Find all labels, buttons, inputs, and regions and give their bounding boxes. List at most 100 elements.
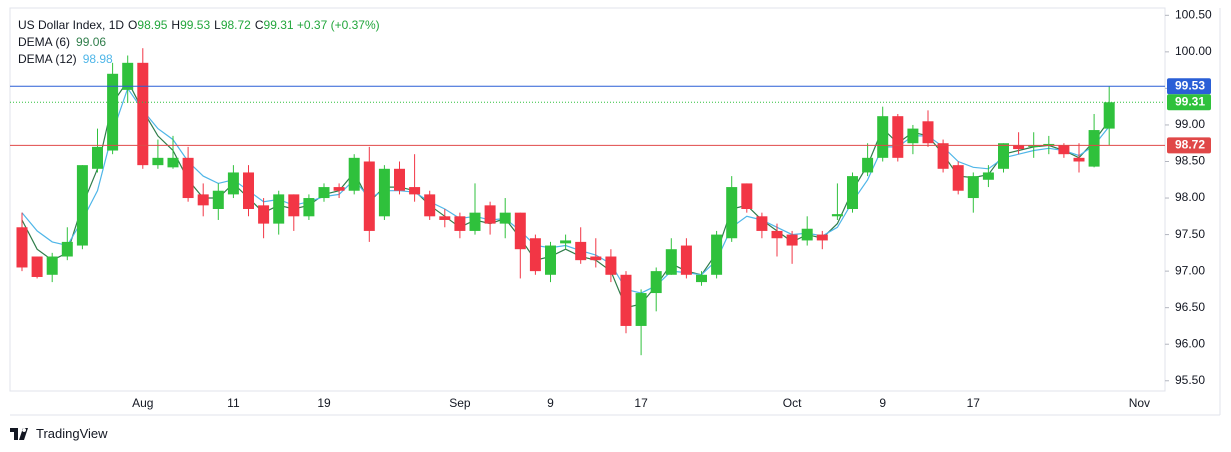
candle-body (514, 212, 526, 250)
candle-body (967, 176, 979, 199)
candle-body (182, 157, 194, 199)
y-tick-label: 98.50 (1175, 154, 1205, 168)
candle-body (243, 172, 254, 210)
candle-body (1013, 145, 1025, 150)
candle-body (529, 238, 541, 272)
x-tick-label: Sep (449, 396, 471, 410)
candle-body (394, 168, 405, 191)
candle-body (726, 187, 738, 239)
candle-body (847, 176, 858, 210)
candle-body (877, 116, 889, 158)
x-tick-label: Oct (783, 396, 802, 410)
x-tick-label: 17 (967, 396, 981, 410)
candle-body (378, 168, 390, 217)
candle-body (303, 198, 315, 217)
candle-body (454, 216, 466, 231)
candle-body (680, 245, 692, 275)
y-tick-label: 96.50 (1175, 300, 1205, 314)
candle-body (152, 157, 164, 166)
candle-body (424, 194, 436, 217)
legend: US Dollar Index, 1D O98.95 H99.53 L98.72 C99… (18, 17, 380, 68)
candle-body (167, 157, 179, 168)
candle-body (801, 228, 813, 241)
candle-body (258, 205, 270, 224)
candle-body (892, 116, 904, 158)
x-tick-label: 11 (227, 396, 240, 410)
x-tick-label: 9 (547, 396, 554, 410)
ohlc-key: L (214, 18, 221, 32)
candle-body (484, 205, 496, 224)
candle-body (831, 214, 843, 217)
candle-body (273, 194, 285, 224)
candle-body (499, 212, 511, 224)
candle-body (107, 73, 119, 151)
price-label: 99.31 (1175, 94, 1205, 108)
candle-body (137, 62, 149, 166)
y-tick-label: 99.00 (1175, 117, 1205, 131)
candle-body (61, 241, 73, 257)
candle-body (122, 62, 134, 90)
ohlc: O98.95 H99.53 L98.72 C99.31 (124, 18, 294, 32)
y-tick-label: 98.00 (1175, 190, 1205, 204)
candle-body (197, 194, 209, 206)
candle-body (998, 143, 1009, 169)
x-tick-label: Aug (132, 396, 153, 410)
candle-body (575, 241, 587, 261)
candle-body (771, 230, 783, 239)
y-tick-label: 96.00 (1175, 336, 1205, 350)
plot-frame (9, 7, 1166, 392)
y-tick-label: 97.50 (1175, 227, 1205, 241)
candle-body (1073, 157, 1085, 162)
candle-body (756, 216, 768, 231)
candle-body (786, 234, 798, 246)
ohlc-value: 98.72 (220, 18, 251, 32)
candle-body (363, 161, 375, 231)
candle-body (1043, 143, 1055, 146)
candle-body (952, 165, 964, 191)
candle-body (16, 227, 28, 268)
change: +0.37 (+0.37%) (296, 18, 380, 32)
price-label-box (1167, 94, 1211, 111)
candle-body (907, 128, 919, 144)
candle-body (665, 249, 677, 275)
y-tick-label: 100.00 (1175, 44, 1212, 58)
candle-body (605, 256, 617, 275)
series-last-value: 99.06 (76, 35, 107, 49)
candle-body (922, 121, 934, 144)
y-tick-label: 97.00 (1175, 263, 1205, 277)
candle-body (1028, 145, 1040, 147)
candle-body (333, 187, 345, 191)
candle-body (1088, 130, 1100, 167)
logo (10, 427, 28, 440)
candle-body (862, 157, 874, 173)
candle-body (31, 256, 43, 277)
x-tick-label: Nov (1129, 396, 1150, 410)
x-tick-label: 9 (879, 396, 886, 410)
candle-body (1103, 102, 1115, 129)
candle-body (1058, 145, 1070, 155)
price-label-box (1167, 137, 1211, 154)
candle-body (650, 271, 662, 294)
candle-body (545, 245, 556, 275)
candle-body (469, 212, 481, 231)
ohlc-key: C (254, 18, 264, 32)
candle-body (439, 216, 451, 220)
candle-body (560, 240, 572, 244)
brand-name: TradingView (36, 426, 108, 441)
legend-row: DEMA (6) 99.06 (18, 34, 380, 51)
candle-body (741, 183, 753, 210)
price-label: 98.72 (1175, 138, 1205, 152)
candle-body (348, 157, 360, 191)
series-name: DEMA (6) (18, 35, 71, 49)
ohlc-key: O (128, 18, 138, 32)
candle-body (711, 234, 723, 275)
series-name: DEMA (12) (18, 52, 77, 66)
candle-body (318, 187, 330, 199)
candle-body (227, 172, 239, 195)
chart-title: US Dollar Index, 1D (18, 18, 125, 32)
candle-body (982, 172, 994, 180)
y-tick-label: 95.50 (1175, 373, 1205, 387)
price-label: 99.53 (1175, 78, 1205, 92)
